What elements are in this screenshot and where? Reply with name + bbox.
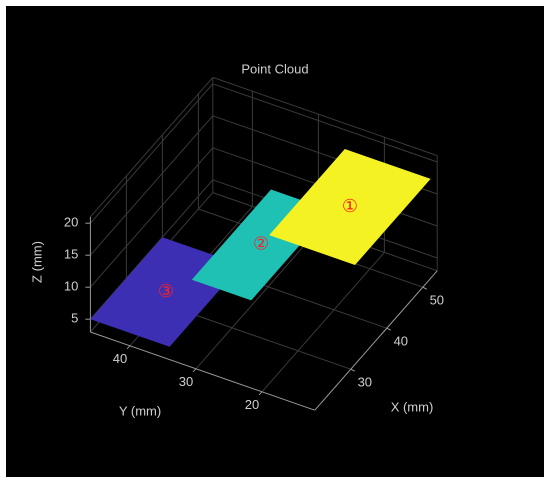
grid-line — [212, 83, 438, 163]
y-tick — [258, 391, 263, 396]
chart-title: Point Cloud — [241, 61, 308, 76]
x-tick-label: 30 — [358, 375, 372, 390]
x-tick — [386, 327, 392, 331]
point-cloud-plane — [90, 237, 242, 347]
grid-line — [90, 115, 214, 256]
z-axis-label: Z (mm) — [29, 241, 44, 283]
plane-label: ① — [342, 196, 358, 216]
x-axis-label: X (mm) — [391, 399, 434, 414]
grid-line — [90, 147, 214, 288]
y-tick-label: 20 — [245, 397, 259, 412]
y-tick-label: 30 — [179, 374, 193, 389]
plane-label: ② — [253, 234, 269, 254]
z-tick-label: 5 — [71, 311, 78, 326]
x-tick — [350, 368, 356, 372]
z-tick-label: 20 — [64, 215, 78, 230]
x-tick-label: 40 — [394, 334, 408, 349]
z-tick-label: 10 — [64, 279, 78, 294]
y-tick — [126, 345, 131, 350]
box-edge — [212, 76, 438, 157]
grid-line — [261, 252, 385, 393]
grid-line — [195, 229, 319, 370]
box-edge — [90, 77, 214, 218]
grid-line — [90, 83, 214, 224]
x-axis — [314, 270, 438, 411]
x-tick — [422, 286, 428, 290]
y-axis — [90, 331, 315, 411]
x-tick-label: 50 — [430, 293, 444, 308]
y-tick-label: 40 — [113, 351, 127, 366]
plane-label: ③ — [158, 281, 174, 301]
point-cloud-plane — [269, 149, 431, 265]
y-axis-label: Y (mm) — [119, 403, 161, 418]
z-tick-label: 15 — [64, 247, 78, 262]
y-tick — [192, 368, 197, 373]
